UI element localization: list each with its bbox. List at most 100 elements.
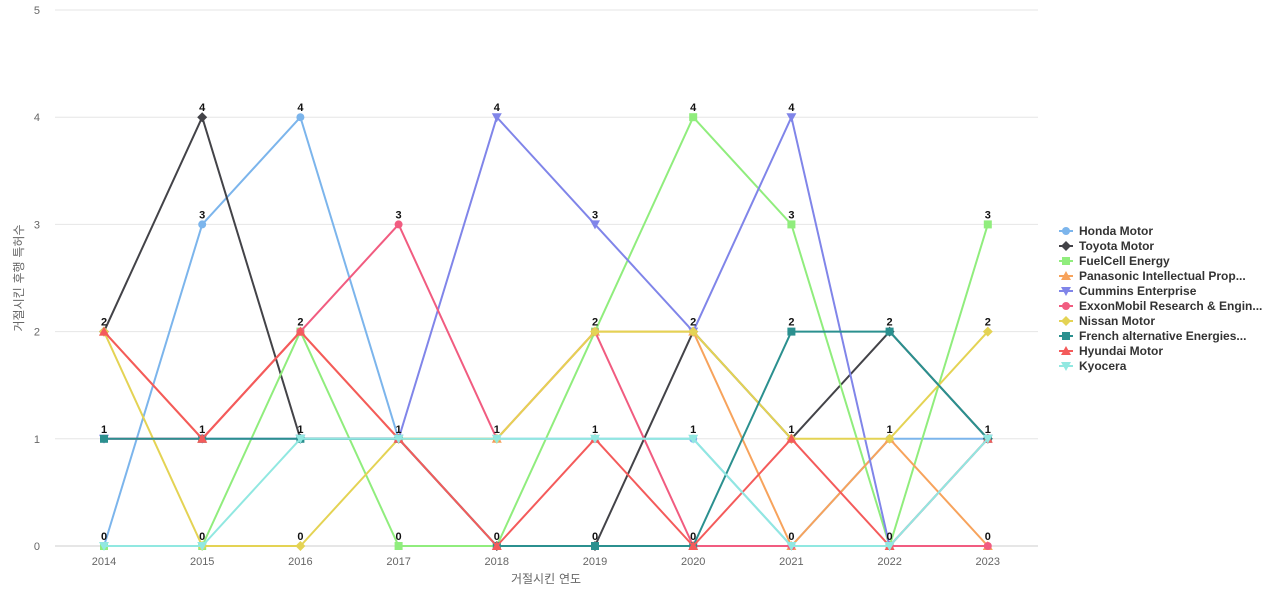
data-point — [590, 326, 600, 337]
data-label: 0 — [690, 531, 696, 543]
data-label: 4 — [690, 102, 697, 114]
data-label: 0 — [297, 531, 303, 543]
x-tick-label: 2018 — [485, 556, 509, 568]
data-label: 0 — [592, 531, 598, 543]
y-tick-label: 0 — [34, 541, 40, 553]
series-line — [104, 330, 989, 547]
data-point — [786, 542, 797, 551]
series-line — [103, 330, 989, 547]
data-label: 2 — [592, 317, 598, 329]
x-tick-label: 2014 — [92, 556, 116, 568]
legend-symbol — [1062, 302, 1070, 310]
data-point — [688, 434, 699, 444]
legend-label: Honda Motor — [1079, 224, 1153, 238]
legend-symbol — [1061, 287, 1071, 296]
data-label: 1 — [788, 424, 794, 436]
data-label: 4 — [494, 102, 501, 114]
legend-item[interactable]: FuelCell Energy — [1059, 254, 1170, 268]
legend-symbol — [1061, 346, 1071, 355]
legend-item[interactable]: Honda Motor — [1059, 224, 1153, 238]
legend-label: Panasonic Intellectual Prop... — [1079, 269, 1246, 283]
x-tick-label: 2022 — [877, 556, 901, 568]
x-tick-label: 2020 — [681, 556, 705, 568]
data-label: 1 — [101, 424, 107, 436]
data-label: 0 — [101, 531, 107, 543]
data-point — [982, 434, 993, 444]
legend-item[interactable]: Panasonic Intellectual Prop... — [1059, 269, 1246, 283]
legend-symbol — [1062, 332, 1070, 340]
data-point — [688, 541, 699, 550]
y-axis-title: 거절시킨 후행 특허수 — [11, 225, 26, 332]
data-point — [296, 113, 305, 122]
legend-symbol — [1062, 257, 1070, 265]
data-label: 1 — [297, 424, 303, 436]
x-tick-label: 2019 — [583, 556, 607, 568]
x-tick-label: 2015 — [190, 556, 214, 568]
legend-symbol — [1061, 362, 1071, 371]
data-label: 1 — [396, 424, 402, 436]
legend-label: French alternative Energies... — [1079, 329, 1246, 343]
data-point — [99, 326, 109, 336]
legend-label: FuelCell Energy — [1079, 254, 1170, 268]
legend-label: Hyundai Motor — [1079, 344, 1163, 358]
y-tick-label: 5 — [34, 5, 40, 17]
legend-item[interactable]: ExxonMobil Research & Engin... — [1059, 299, 1262, 313]
legend-symbol — [1061, 316, 1071, 326]
data-label: 0 — [788, 531, 794, 543]
data-label: 3 — [592, 209, 598, 221]
data-label: 0 — [199, 531, 205, 543]
series-line — [104, 437, 989, 547]
data-label: 1 — [690, 424, 696, 436]
data-label: 2 — [985, 317, 991, 329]
series-hyundai-motor — [99, 326, 993, 550]
data-point — [491, 113, 502, 123]
data-point — [787, 327, 796, 336]
data-point — [295, 541, 306, 551]
legend-item[interactable]: Hyundai Motor — [1059, 344, 1163, 358]
data-label: 0 — [494, 531, 500, 543]
data-label: 4 — [297, 102, 304, 114]
legend-item[interactable]: Toyota Motor — [1059, 239, 1154, 253]
legend-item[interactable]: Nissan Motor — [1059, 314, 1155, 328]
data-label: 2 — [788, 317, 794, 329]
data-point — [295, 326, 306, 336]
data-label: 1 — [199, 424, 205, 436]
x-axis: 2014 2015 2016 2017 2018 2019 2020 2021 2022 2023 — [92, 556, 1000, 568]
legend-label: ExxonMobil Research & Engin... — [1079, 299, 1262, 313]
data-point — [197, 542, 208, 551]
y-tick-label: 2 — [34, 327, 40, 339]
legend-label: Cummins Enterprise — [1079, 284, 1197, 298]
data-label: 2 — [887, 317, 893, 329]
data-point — [590, 220, 600, 230]
y-tick-label: 3 — [34, 219, 40, 231]
data-point — [983, 542, 992, 550]
y-axis: 0 1 2 3 4 5 — [34, 5, 40, 553]
data-point — [786, 433, 797, 443]
legend-item[interactable]: Kyocera — [1059, 359, 1127, 373]
data-point — [884, 433, 895, 444]
legend-label: Nissan Motor — [1079, 314, 1155, 328]
data-point — [394, 542, 403, 550]
data-point — [198, 220, 207, 229]
y-tick-label: 4 — [34, 112, 40, 124]
data-point — [885, 327, 894, 336]
data-label: 2 — [101, 317, 107, 329]
legend-item[interactable]: Cummins Enterprise — [1059, 284, 1197, 298]
data-point — [197, 433, 208, 443]
data-point — [786, 113, 797, 123]
data-label: 2 — [690, 317, 696, 329]
data-point — [491, 434, 502, 444]
data-label: 0 — [396, 531, 402, 543]
data-point — [982, 326, 993, 337]
series-kyocera — [99, 434, 993, 551]
data-point — [983, 220, 992, 229]
legend-item[interactable]: French alternative Energies... — [1059, 329, 1246, 343]
data-label: 0 — [887, 531, 893, 543]
x-axis-title: 거절시킨 연도 — [511, 572, 581, 586]
data-point — [295, 434, 306, 444]
legend-symbol — [1061, 241, 1071, 251]
data-label: 3 — [199, 209, 205, 221]
data-label: 3 — [396, 209, 402, 221]
data-label: 0 — [985, 531, 991, 543]
